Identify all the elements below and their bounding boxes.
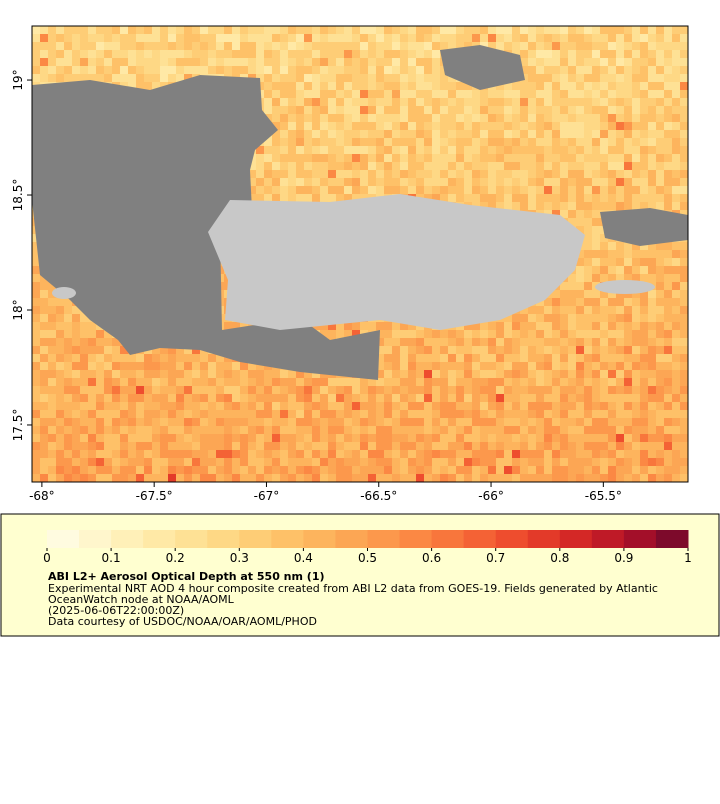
y-tick-label: 17.5° [11,409,25,442]
no-data-mask [32,75,380,380]
colorbar: 0 0.1 0.2 0.3 0.4 0.5 0.6 0.7 0.8 0.9 1 [43,530,692,565]
colorbar-cell [527,530,561,548]
y-tick-label: 18° [11,299,25,320]
land [595,280,655,294]
colorbar-tick-label: 0.6 [422,551,441,565]
y-tick-label: 18.5° [11,179,25,212]
colorbar-tick-label: 0.7 [486,551,505,565]
colorbar-cell [47,530,80,548]
colorbar-cell [143,530,176,548]
no-data-mask [440,45,525,90]
colorbar-cell [495,530,529,548]
x-tick-label: -66.5° [360,489,397,503]
land [208,194,585,330]
x-tick-label: -65.5° [585,489,622,503]
colorbar-cell [431,530,465,548]
x-tick-label: -67° [254,489,280,503]
colorbar-tick-label: 0.2 [166,551,185,565]
colorbar-tick-label: 0.9 [614,551,633,565]
colorbar-tick-label: 0.3 [230,551,249,565]
caption-title: ABI L2+ Aerosol Optical Depth at 550 nm … [48,570,325,583]
colorbar-cell [623,530,657,548]
axes: -68° -67.5° -67° -66.5° -66° -65.5° 19° 18.5° 18… [11,69,622,503]
no-data-mask [600,208,688,246]
caption-line: OceanWatch node at NOAA/AOML [48,593,235,606]
colorbar-tick-label: 0.5 [358,551,377,565]
colorbar-cell [271,530,304,548]
colorbar-tick-label: 0.8 [550,551,569,565]
colorbar-cell [303,530,336,548]
x-tick-label: -66° [478,489,504,503]
colorbar-cell [111,530,144,548]
colorbar-tick-label: 1 [684,551,692,565]
map-frame [31,25,689,483]
colorbar-cell [207,530,240,548]
colorbar-tick-label: 0.1 [102,551,121,565]
y-tick-label: 19° [11,69,25,90]
caption-line: Experimental NRT AOD 4 hour composite cr… [48,582,658,595]
x-tick-label: -68° [29,489,55,503]
land [52,287,76,299]
masks [32,45,688,380]
colorbar-cell [591,530,625,548]
caption-line: Data courtesy of USDOC/NOAA/OAR/AOML/PHO… [48,615,317,628]
colorbar-cell [175,530,208,548]
colorbar-cell [559,530,593,548]
colorbar-cell [463,530,497,548]
colorbar-cell [239,530,272,548]
x-tick-label: -67.5° [136,489,173,503]
colorbar-cell [367,530,401,548]
caption-line: (2025-06-06T22:00:00Z) [48,604,184,617]
colorbar-cell [79,530,112,548]
colorbar-cell [655,530,689,548]
colorbar-cell [335,530,368,548]
colorbar-cell [399,530,433,548]
colorbar-tick-label: 0.4 [294,551,313,565]
colorbar-tick-label: 0 [43,551,51,565]
